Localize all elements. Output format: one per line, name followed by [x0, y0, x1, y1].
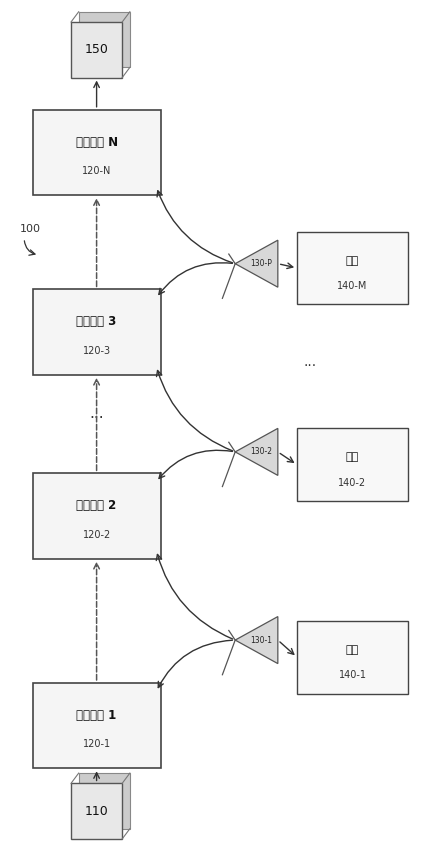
Text: 120-2: 120-2 [83, 530, 111, 540]
Text: 130-P: 130-P [250, 259, 272, 268]
Bar [33, 289, 161, 375]
Text: 150: 150 [85, 43, 108, 56]
Text: 120-3: 120-3 [83, 346, 111, 356]
Bar [297, 621, 408, 694]
Text: 锻压阶段 N: 锻压阶段 N [76, 136, 118, 149]
Bar [33, 109, 161, 195]
Text: 130-2: 130-2 [250, 448, 272, 456]
Text: 110: 110 [85, 805, 108, 818]
Text: ...: ... [89, 406, 104, 421]
Polygon shape [235, 240, 278, 288]
Bar [79, 773, 130, 828]
Bar [71, 784, 122, 839]
Text: 130-1: 130-1 [250, 635, 272, 645]
Text: 锻压阶段 2: 锻压阶段 2 [76, 499, 117, 512]
Text: 锻压阶段 1: 锻压阶段 1 [76, 709, 117, 722]
Text: 120-N: 120-N [82, 166, 111, 177]
Text: 100: 100 [20, 225, 41, 234]
Bar [297, 429, 408, 501]
Bar [71, 22, 122, 77]
Text: 烤炉: 烤炉 [346, 645, 359, 655]
Text: 烤炉: 烤炉 [346, 452, 359, 462]
Bar [79, 12, 130, 67]
Text: 140-M: 140-M [337, 282, 368, 291]
Bar [33, 474, 161, 559]
Bar [297, 232, 408, 304]
Text: 120-1: 120-1 [83, 740, 111, 749]
Polygon shape [235, 429, 278, 475]
Text: 140-2: 140-2 [338, 478, 366, 488]
Bar [33, 683, 161, 768]
Text: ...: ... [303, 355, 316, 369]
Text: 烤炉: 烤炉 [346, 256, 359, 266]
Text: 140-1: 140-1 [338, 671, 366, 680]
Text: 锻压阶段 3: 锻压阶段 3 [76, 315, 117, 328]
Polygon shape [235, 616, 278, 664]
